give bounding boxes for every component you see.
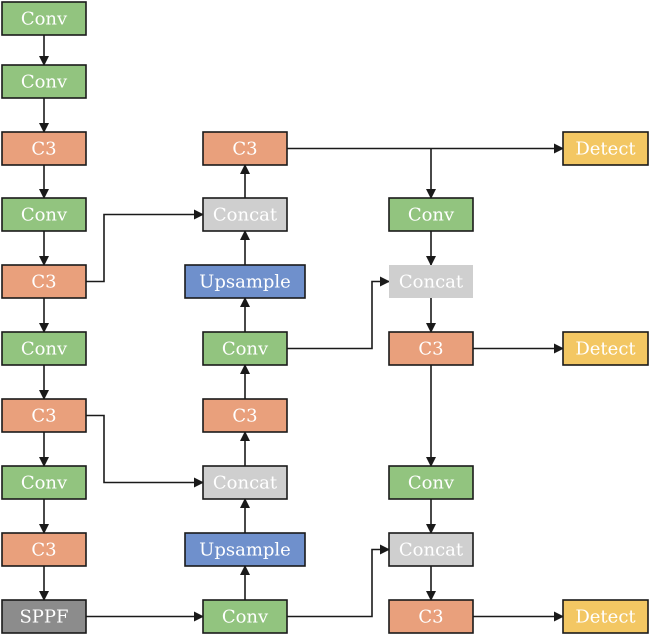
node-c3-b4: C3: [1, 264, 87, 299]
node-box: [1, 64, 87, 99]
node-conv-n3: Conv: [202, 331, 288, 366]
node-box: [388, 532, 474, 567]
node-conv-h0: Conv: [388, 197, 474, 232]
node-sppf-b9: SPPF: [1, 599, 87, 634]
node-box: [1, 532, 87, 567]
node-label: Detect: [575, 139, 636, 160]
node-label: Upsample: [199, 540, 291, 561]
node-label: C3: [232, 139, 257, 160]
edge-b6-n5: [86, 414, 204, 488]
node-conv-h3: Conv: [388, 465, 474, 500]
node-concat-h4: Concat: [388, 532, 474, 567]
node-label: Conv: [21, 9, 68, 30]
node-box: [388, 599, 474, 634]
node-label: C3: [31, 406, 56, 427]
node-label: Conv: [222, 607, 269, 628]
node-concat-h1: Concat: [389, 265, 473, 298]
node-box: [202, 465, 288, 500]
node-box: [1, 465, 87, 500]
node-conv-b7: Conv: [1, 465, 87, 500]
node-box: [388, 465, 474, 500]
node-upsample-n6: Upsample: [184, 532, 306, 567]
node-label: SPPF: [19, 607, 68, 628]
node-label: C3: [31, 139, 56, 160]
node-label: Detect: [575, 607, 636, 628]
node-label: Conv: [222, 339, 269, 360]
node-c3-b8: C3: [1, 532, 87, 567]
node-c3-h2: C3: [388, 331, 474, 366]
node-conv-n7: Conv: [202, 599, 288, 634]
node-label: C3: [418, 607, 443, 628]
node-box: [1, 264, 87, 299]
node-label: Concat: [399, 540, 464, 561]
edge-n7-h4: [287, 544, 390, 618]
node-detect-d0: Detect: [562, 131, 649, 166]
node-label: Conv: [21, 339, 68, 360]
node-conv-b3: Conv: [1, 197, 87, 232]
node-box: [202, 398, 288, 433]
node-detect-d2: Detect: [562, 599, 649, 634]
node-box: [1, 331, 87, 366]
node-label: Concat: [213, 205, 278, 226]
node-box: [202, 599, 288, 634]
node-box: [389, 265, 473, 298]
node-box: [184, 264, 306, 299]
node-concat-n5: Concat: [202, 465, 288, 500]
node-c3-h5: C3: [388, 599, 474, 634]
node-concat-n1: Concat: [202, 197, 288, 232]
node-box: [184, 532, 306, 567]
node-c3-b6: C3: [1, 398, 87, 433]
node-box: [388, 197, 474, 232]
node-label: Concat: [213, 473, 278, 494]
node-c3-b2: C3: [1, 131, 87, 166]
node-box: [1, 398, 87, 433]
node-label: C3: [418, 339, 443, 360]
node-box: [1, 131, 87, 166]
node-box: [1, 1, 87, 36]
node-label: Concat: [399, 272, 464, 293]
node-label: C3: [31, 272, 56, 293]
node-box: [562, 599, 649, 634]
node-box: [202, 331, 288, 366]
edge-n3-h1: [287, 276, 390, 350]
node-label: Detect: [575, 339, 636, 360]
node-box: [202, 197, 288, 232]
node-c3-n0: C3: [202, 131, 288, 166]
node-conv-b0: Conv: [1, 1, 87, 36]
node-label: Conv: [21, 72, 68, 93]
node-box: [202, 131, 288, 166]
node-label: Conv: [21, 205, 68, 226]
node-label: Upsample: [199, 272, 291, 293]
node-label: Conv: [408, 205, 455, 226]
node-label: Conv: [408, 473, 455, 494]
node-conv-b1: Conv: [1, 64, 87, 99]
node-detect-d1: Detect: [562, 331, 649, 366]
node-box: [1, 197, 87, 232]
node-label: C3: [31, 540, 56, 561]
node-box: [388, 331, 474, 366]
node-box: [562, 131, 649, 166]
edge-b4-n1: [86, 209, 204, 283]
node-conv-b5: Conv: [1, 331, 87, 366]
node-box: [1, 599, 87, 634]
node-c3-n4: C3: [202, 398, 288, 433]
node-label: Conv: [21, 473, 68, 494]
node-label: C3: [232, 406, 257, 427]
node-box: [562, 331, 649, 366]
node-upsample-n2: Upsample: [184, 264, 306, 299]
